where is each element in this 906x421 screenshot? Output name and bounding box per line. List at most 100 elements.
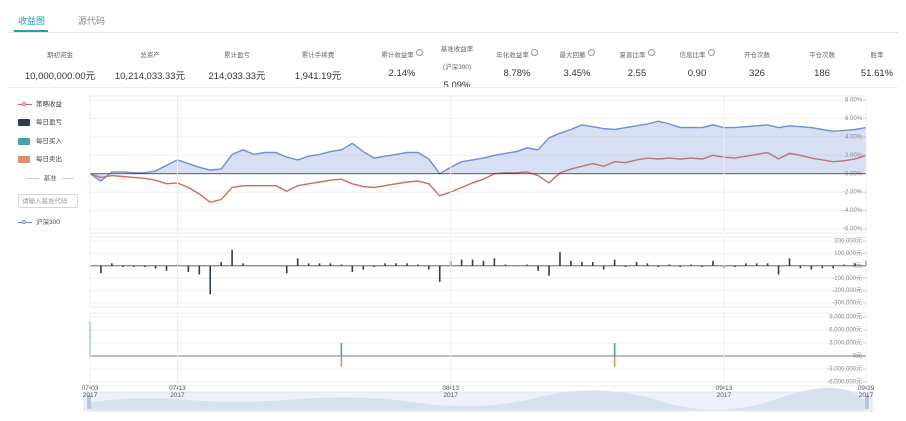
bar (570, 260, 572, 266)
y-tick-label: 200,000元 (834, 238, 862, 245)
stat: 基准收益率 (沪深300) 5.09% (415, 38, 499, 91)
bar (734, 265, 736, 268)
stat: 累计盈亏 214,033.33元 (195, 44, 279, 82)
bar (690, 264, 692, 266)
stat-value: 0.90 (687, 68, 707, 79)
stat-value: 10,214,033.33元 (114, 71, 186, 82)
bar (613, 259, 616, 266)
y-tick-label: 6.00% (845, 116, 863, 122)
y-tick-label: 9,000,000元 (829, 314, 862, 321)
info-icon (530, 49, 538, 57)
bar (340, 356, 343, 367)
info-icon (587, 49, 595, 57)
legend-item[interactable]: 策略收益 (18, 100, 62, 110)
y-tick-label: -2.00% (843, 190, 863, 196)
stat-value: 2.14% (388, 68, 416, 79)
legend-label: 策略收益 (36, 101, 62, 108)
bar (537, 265, 539, 271)
benchmark-input[interactable]: 请输入基准代码 (18, 194, 78, 208)
stat: 累计手续费 1,941.19元 (276, 44, 360, 82)
legend-icon (18, 155, 30, 163)
bar (559, 252, 561, 266)
stat-label: 年化收益率 (496, 52, 529, 59)
bar (143, 265, 146, 268)
bar (613, 356, 616, 367)
bar (657, 265, 660, 268)
bar (121, 265, 124, 268)
legend-item[interactable]: 沪深300 (18, 218, 60, 228)
bar (395, 263, 397, 266)
bar (231, 249, 233, 266)
bar (799, 265, 802, 269)
legend-icon (18, 101, 32, 106)
y-tick-label: -200,000元 (832, 287, 862, 294)
bar (504, 264, 507, 266)
stat-value: 326 (749, 68, 765, 79)
stat-label: 平仓次数 (809, 52, 835, 59)
tab[interactable]: 收益图 (18, 16, 46, 26)
stat-value: 10,000,000.00元 (24, 71, 96, 82)
stat: 年化收益率 8.78% (475, 44, 559, 79)
legend-item[interactable]: 每日卖出 (18, 155, 62, 165)
stat-label: 开仓次数 (744, 52, 770, 59)
stat: 累计收益率 2.14% (360, 44, 444, 79)
legend-label: 每日盈亏 (36, 119, 62, 126)
x-tick-label: 09-29 2017 (857, 385, 875, 399)
bar (482, 260, 485, 266)
bar (406, 263, 408, 266)
y-tick-label: -300,000元 (832, 300, 862, 307)
stats-row: 期初资金 10,000,000.00元 总资产 10,214,033.33元 累计盈亏 2… (0, 40, 906, 91)
line (89, 120, 867, 182)
zoom-handle[interactable] (87, 395, 91, 409)
bar (132, 265, 135, 268)
y-tick-label: -3,000,000元 (827, 366, 862, 373)
stat-label: 基准收益率 (沪深300) (440, 46, 474, 71)
y-tick-label: -6,000,000元 (827, 379, 862, 386)
bar (384, 263, 386, 266)
stat-value: 5.09% (443, 80, 471, 91)
y-tick-label: 2.00% (845, 153, 863, 159)
bar (198, 265, 201, 275)
tab[interactable]: 源代码 (78, 16, 106, 26)
bar (111, 263, 113, 266)
bar (285, 265, 288, 274)
stat-value: 2.55 (627, 68, 647, 79)
legend-icon (18, 137, 30, 145)
bar (154, 265, 157, 269)
bar (635, 262, 638, 266)
y-tick-label: 4.00% (845, 134, 863, 140)
bar (755, 263, 758, 266)
panel-frame (89, 236, 867, 308)
bar (701, 265, 703, 268)
benchmark-heading: 基准 (18, 174, 82, 184)
info-icon (415, 49, 423, 57)
bar (788, 258, 791, 266)
stat-label: 胜率 (870, 52, 884, 59)
y-tick-label: 0.00% (845, 171, 863, 177)
stat: 期初资金 10,000,000.00元 (18, 44, 102, 82)
bar (340, 343, 343, 356)
stat: 胜率 51.61% (835, 44, 906, 79)
bar (373, 265, 375, 268)
bar (209, 265, 212, 295)
legend-item[interactable]: 每日盈亏 (18, 118, 62, 128)
bar (296, 258, 299, 266)
zoom-handle[interactable] (865, 395, 869, 409)
bar (417, 264, 419, 266)
y-tick-label: -100,000元 (832, 275, 862, 282)
bar (438, 265, 441, 282)
stat: 最大回撤 3.45% (535, 44, 619, 79)
legend-label: 每日卖出 (36, 156, 62, 163)
legend-item[interactable]: 每日买入 (18, 137, 62, 147)
divider (8, 32, 898, 33)
bar (581, 262, 583, 266)
bar (307, 263, 310, 266)
stat: 平仓次数 186 (780, 44, 864, 79)
bar (242, 263, 244, 266)
info-icon (647, 49, 655, 57)
stat-label: 信息比率 (679, 52, 706, 59)
bar (187, 265, 190, 272)
stat: 总资产 10,214,033.33元 (108, 44, 192, 82)
y-tick-label: 100,000元 (834, 250, 862, 257)
